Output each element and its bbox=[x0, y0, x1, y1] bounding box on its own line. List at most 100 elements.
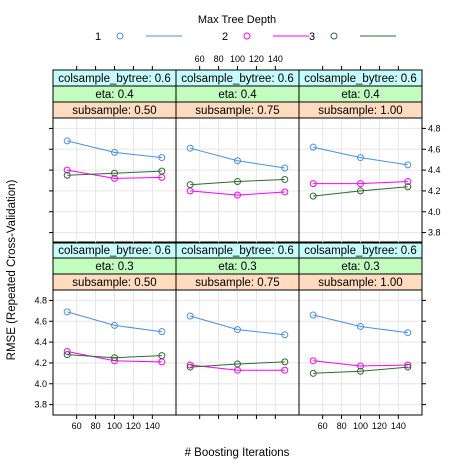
series-point-2 bbox=[357, 180, 364, 188]
panel-r0-c0: colsample_bytree: 0.6 eta: 0.3 subsample: … bbox=[52, 241, 177, 416]
x-tick-label-bottom: 60 bbox=[72, 421, 82, 431]
y-tick-label-left: 4.4 bbox=[34, 337, 47, 347]
x-tick-label-bottom: 80 bbox=[91, 421, 101, 431]
y-tick-label-left: 3.8 bbox=[34, 400, 47, 410]
strip-label: colsample_bytree: 0.6 bbox=[304, 245, 417, 257]
strip-label: subsample: 1.00 bbox=[318, 277, 402, 289]
x-tick-label-bottom: 60 bbox=[318, 421, 328, 431]
legend-label: 2 bbox=[222, 31, 228, 43]
x-tick-label-bottom: 100 bbox=[353, 421, 368, 431]
y-tick-label-left: 4.8 bbox=[34, 295, 47, 305]
series-point-3 bbox=[309, 369, 317, 377]
series-point-3 bbox=[63, 171, 71, 179]
series-point-1 bbox=[111, 148, 118, 156]
series-point-2 bbox=[234, 191, 241, 199]
series-line-2 bbox=[313, 181, 408, 185]
series-point-1 bbox=[309, 311, 317, 319]
series-point-3 bbox=[357, 187, 364, 195]
series-line-1 bbox=[190, 147, 285, 169]
strip-label: colsample_bytree: 0.6 bbox=[181, 245, 294, 257]
series-point-1 bbox=[186, 312, 194, 320]
legend-entry-1: 1 bbox=[95, 31, 182, 43]
x-tick-label-top: 140 bbox=[268, 54, 283, 64]
series-point-3 bbox=[404, 363, 412, 371]
legend-entry-3: 3 bbox=[309, 31, 396, 43]
strip-label: subsample: 0.50 bbox=[72, 105, 156, 117]
legend-title: Max Tree Depth bbox=[198, 14, 276, 26]
x-tick-label-bottom: 120 bbox=[126, 421, 141, 431]
strip-label: eta: 0.4 bbox=[341, 89, 380, 101]
x-tick-label-bottom: 100 bbox=[107, 421, 122, 431]
x-tick-label-top: 60 bbox=[195, 54, 205, 64]
series-point-3 bbox=[234, 178, 241, 186]
x-tick-label-bottom: 140 bbox=[391, 421, 406, 431]
y-tick-label-left: 4.0 bbox=[34, 379, 47, 389]
series-point-2 bbox=[281, 366, 289, 374]
series-point-1 bbox=[158, 328, 166, 336]
legend-marker bbox=[243, 32, 251, 40]
series-point-1 bbox=[309, 143, 317, 151]
series-point-3 bbox=[281, 175, 289, 183]
series-point-1 bbox=[281, 164, 289, 172]
series-line-1 bbox=[313, 146, 408, 166]
series-point-3 bbox=[404, 183, 412, 191]
series-line-3 bbox=[67, 170, 162, 176]
panel-r0-c1: colsample_bytree: 0.6 eta: 0.3 subsample: … bbox=[175, 241, 300, 416]
series-line-2 bbox=[313, 360, 408, 367]
series-line-3 bbox=[67, 354, 162, 359]
series-point-2 bbox=[404, 178, 412, 186]
series-line-3 bbox=[190, 361, 285, 368]
x-tick-label-top: 100 bbox=[230, 54, 245, 64]
x-tick-label-top: 120 bbox=[249, 54, 264, 64]
series-line-3 bbox=[313, 186, 408, 197]
legend: Max Tree Depth 1 2 3 bbox=[95, 14, 396, 43]
series-point-1 bbox=[281, 331, 289, 339]
series-point-2 bbox=[404, 361, 412, 369]
strip-label: eta: 0.3 bbox=[218, 261, 256, 273]
series-line-1 bbox=[313, 314, 408, 334]
series-point-1 bbox=[234, 326, 241, 334]
series-point-3 bbox=[186, 363, 194, 371]
series-point-1 bbox=[186, 144, 194, 152]
strip-label: eta: 0.3 bbox=[341, 261, 379, 273]
series-point-1 bbox=[63, 308, 71, 316]
series-point-3 bbox=[186, 181, 194, 189]
legend-label: 1 bbox=[95, 31, 101, 43]
x-tick-label-top: 80 bbox=[214, 54, 224, 64]
strip-label: subsample: 0.75 bbox=[195, 105, 279, 117]
x-axis-title: # Boosting Iterations bbox=[185, 447, 290, 459]
x-tick-label-bottom: 140 bbox=[145, 421, 160, 431]
series-point-2 bbox=[357, 362, 364, 370]
panels: colsample_bytree: 0.6 eta: 0.3 subsample: … bbox=[52, 69, 423, 416]
series-line-2 bbox=[190, 190, 285, 196]
panel-border bbox=[298, 117, 423, 244]
legend-marker bbox=[330, 32, 338, 40]
strip-label: colsample_bytree: 0.6 bbox=[304, 73, 417, 85]
y-tick-label-right: 4.4 bbox=[428, 165, 441, 175]
series-point-2 bbox=[111, 174, 118, 182]
y-tick-label-right: 4.0 bbox=[428, 207, 441, 217]
series-point-1 bbox=[404, 329, 412, 337]
series-line-3 bbox=[313, 366, 408, 374]
y-tick-label-left: 4.6 bbox=[34, 316, 47, 326]
series-point-1 bbox=[404, 161, 412, 169]
series-point-2 bbox=[63, 166, 71, 174]
strip-label: subsample: 1.00 bbox=[318, 105, 402, 117]
series-point-3 bbox=[234, 360, 241, 368]
series-point-3 bbox=[281, 358, 289, 366]
panel-r1-c2: colsample_bytree: 0.6 eta: 0.4 subsample: … bbox=[298, 69, 423, 244]
series-point-2 bbox=[186, 361, 194, 369]
x-tick-label-bottom: 80 bbox=[337, 421, 347, 431]
x-tick-label-bottom: 120 bbox=[372, 421, 387, 431]
axes: 3.8 4.0 4.2 4.4 4.6 4.8 3.8 4.0 4.2 4.4 4.6 4.8 60 80… bbox=[34, 54, 440, 431]
strip-label: eta: 0.4 bbox=[218, 89, 257, 101]
series-point-3 bbox=[111, 169, 118, 177]
series-point-3 bbox=[309, 192, 317, 200]
strip-label: colsample_bytree: 0.6 bbox=[181, 73, 294, 85]
strip-label: colsample_bytree: 0.6 bbox=[58, 73, 171, 85]
series-line-1 bbox=[67, 140, 162, 159]
panel-r0-c2: colsample_bytree: 0.6 eta: 0.3 subsample: … bbox=[298, 241, 423, 416]
strip-label: eta: 0.4 bbox=[95, 89, 134, 101]
series-point-1 bbox=[63, 137, 71, 145]
